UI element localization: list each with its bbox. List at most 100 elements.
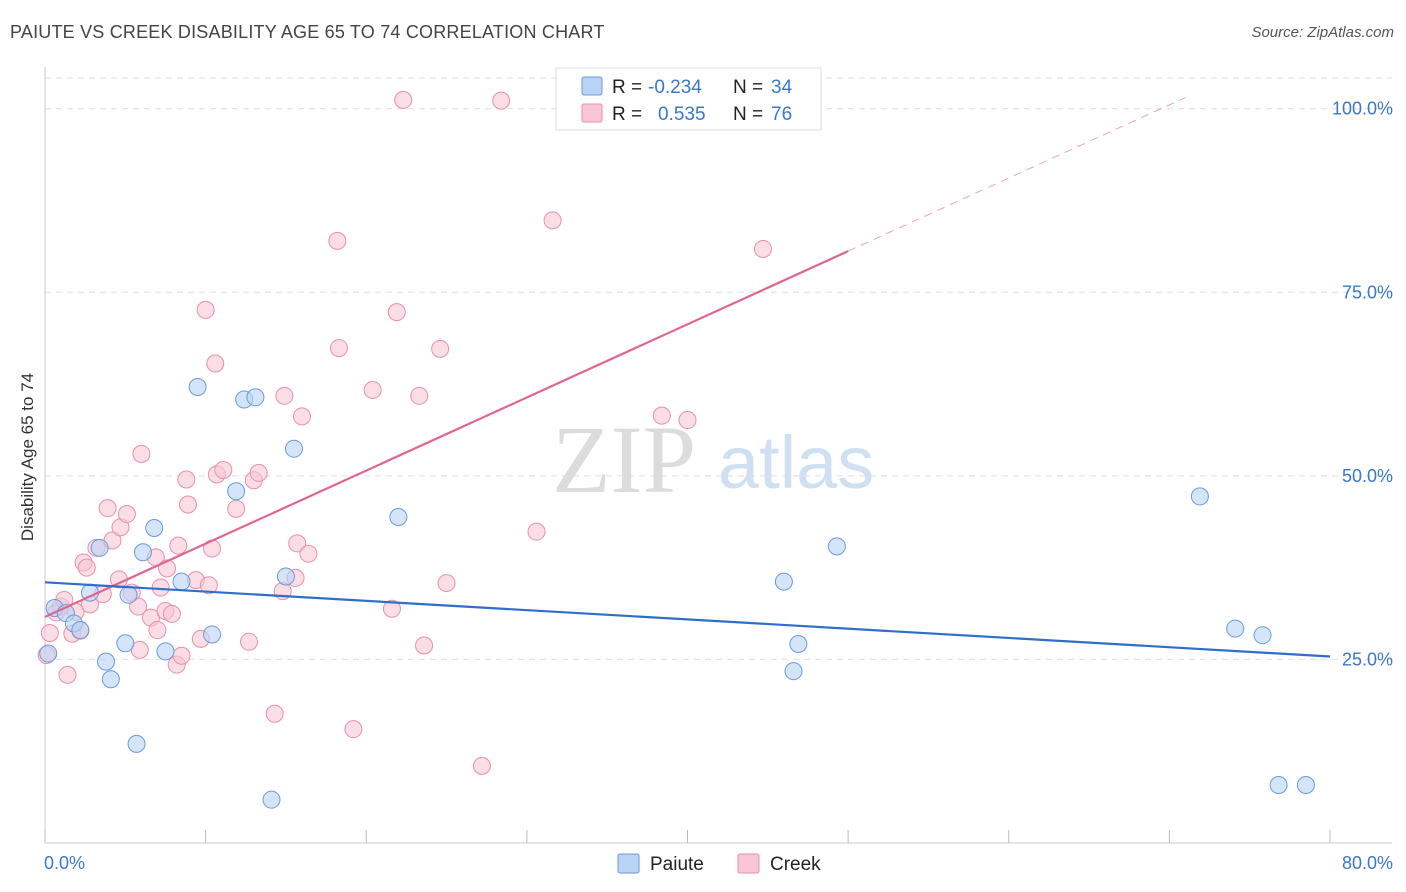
creek-point	[382, 599, 401, 618]
creek-point	[437, 574, 456, 593]
legend-creek-swatch	[581, 103, 603, 123]
creek-point	[492, 91, 511, 110]
chart-title: PAIUTE VS CREEK DISABILITY AGE 65 TO 74 …	[10, 22, 605, 42]
x-tick-label-max: 80.0%	[1342, 853, 1393, 873]
creek-point	[275, 386, 294, 405]
paiute-point	[1269, 775, 1288, 794]
creek-point	[265, 704, 284, 723]
paiute-point	[1253, 626, 1272, 645]
creek-point	[151, 578, 170, 597]
creek-point	[288, 534, 307, 553]
creek-point	[227, 499, 246, 518]
creek-point	[214, 460, 233, 479]
creek-point	[753, 239, 772, 258]
creek-trend-line-extension	[847, 97, 1186, 252]
paiute-point	[1226, 619, 1245, 638]
creek-point	[199, 576, 218, 595]
paiute-point	[227, 482, 246, 501]
creek-point	[98, 499, 117, 518]
creek-point	[196, 300, 215, 319]
paiute-point	[127, 734, 146, 753]
creek-point	[129, 597, 148, 616]
creek-point	[527, 522, 546, 541]
creek-point	[178, 495, 197, 514]
creek-point	[40, 623, 59, 642]
creek-point	[678, 411, 697, 430]
y-tick-label: 50.0%	[1342, 466, 1393, 486]
creek-point	[363, 380, 382, 399]
creek-point	[169, 536, 188, 555]
creek-point	[543, 211, 562, 230]
creek-point	[415, 636, 434, 655]
paiute-point	[284, 439, 303, 458]
legend-creek-n-value: 76	[771, 104, 792, 125]
creek-point	[132, 444, 151, 463]
paiute-point	[784, 662, 803, 681]
creek-point	[652, 406, 671, 425]
paiute-point	[145, 518, 164, 537]
paiute-point	[97, 652, 116, 671]
y-tick-label: 100.0%	[1332, 99, 1393, 119]
paiute-point	[133, 543, 152, 562]
paiute-point	[774, 572, 793, 591]
paiute-point	[276, 567, 295, 586]
watermark-zip: ZIP	[552, 406, 696, 513]
source-label: Source: ZipAtlas.com	[1251, 24, 1394, 41]
creek-point	[58, 665, 77, 684]
paiute-point	[172, 572, 191, 591]
creek-point	[410, 386, 429, 405]
creek-point	[148, 621, 167, 640]
paiute-point	[1296, 775, 1315, 794]
axis-labels: 25.0% 50.0% 75.0% 100.0% 0.0% 80.0% Disability…	[18, 99, 1393, 873]
creek-point	[77, 558, 96, 577]
creek-point	[328, 231, 347, 250]
paiute-point	[101, 670, 120, 689]
x-tick-label-min: 0.0%	[44, 853, 85, 873]
paiute-point	[1190, 487, 1209, 506]
paiute-point	[90, 538, 109, 557]
creek-point	[394, 90, 413, 109]
creek-point	[344, 720, 363, 739]
paiute-point	[389, 507, 408, 526]
paiute-point	[246, 388, 265, 407]
legend-creek-n-label: N =	[733, 104, 763, 125]
grid	[45, 77, 1392, 660]
y-tick-label: 75.0%	[1342, 282, 1393, 302]
creek-point	[117, 505, 136, 524]
paiute-point	[116, 634, 135, 653]
creek-point	[293, 407, 311, 426]
creek-point	[249, 463, 268, 482]
axes	[44, 67, 1392, 844]
paiute-point	[71, 621, 90, 640]
legend-creek-r-value: 0.535	[658, 104, 706, 125]
creek-point	[387, 303, 406, 322]
creek-point	[177, 470, 196, 489]
trend-lines	[44, 97, 1331, 658]
legend-paiute-n-label: N =	[733, 77, 763, 98]
paiute-point	[119, 585, 138, 604]
paiute-point	[188, 378, 207, 397]
creek-point	[329, 339, 348, 358]
watermark-atlas: atlas	[718, 421, 874, 504]
legend-paiute-n-value: 34	[771, 77, 793, 98]
y-axis-title: Disability Age 65 to 74	[18, 373, 37, 541]
paiute-trend-line	[44, 581, 1331, 658]
legend-creek-r-label: R =	[612, 104, 642, 125]
bottom-legend-paiute-swatch	[617, 853, 640, 874]
paiute-point	[39, 644, 58, 663]
y-tick-label: 25.0%	[1342, 649, 1393, 669]
legend-paiute-swatch	[581, 76, 603, 96]
creek-point	[206, 354, 225, 373]
paiute-point	[156, 642, 175, 661]
legend-paiute-r-label: R =	[612, 77, 642, 98]
creek-points	[37, 90, 772, 775]
creek-point	[172, 646, 191, 665]
paiute-points	[39, 378, 1315, 809]
creek-point	[431, 339, 450, 358]
bottom-legend-paiute-label: Paiute	[650, 854, 704, 875]
bottom-legend: Paiute Creek	[617, 853, 821, 875]
bottom-legend-creek-label: Creek	[770, 854, 821, 875]
paiute-point	[262, 790, 281, 809]
creek-point	[239, 632, 258, 651]
